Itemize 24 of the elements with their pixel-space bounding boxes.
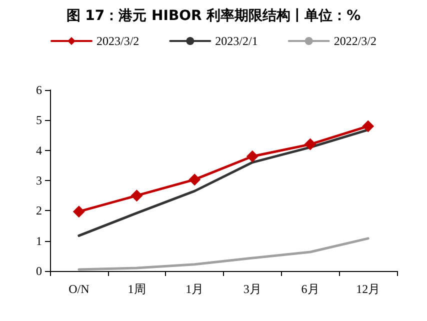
- line-series: [78, 237, 370, 271]
- y-tick-label: 5: [36, 113, 42, 128]
- point: [72, 206, 85, 218]
- point: [362, 120, 374, 132]
- x-tick-label: 1周: [128, 282, 146, 296]
- legend-label: 2023/3/2: [96, 34, 140, 48]
- legend-label: 2023/2/1: [215, 34, 258, 48]
- x-tick-label: O/N: [68, 282, 90, 296]
- x-tick-label: 12月: [356, 282, 380, 296]
- x-tick-label: 3月: [243, 282, 262, 296]
- point: [246, 150, 258, 162]
- y-tick-label: 3: [36, 174, 42, 188]
- y-tick-label: 1: [36, 234, 42, 248]
- x-tick-label: 1月: [186, 282, 204, 296]
- legend-label: 2022/3/2: [334, 34, 377, 48]
- point: [130, 190, 143, 202]
- point: [188, 174, 201, 186]
- y-tick-label: 4: [36, 143, 42, 158]
- x-tick-label: 6月: [301, 282, 320, 296]
- y-tick-label: 2: [36, 204, 42, 218]
- point: [304, 138, 316, 150]
- y-tick-label: 6: [36, 83, 42, 97]
- chart-title: 图 17：港元 HIBOR 利率期限结构丨单位：%: [66, 7, 361, 24]
- y-tick-label: 0: [36, 264, 42, 278]
